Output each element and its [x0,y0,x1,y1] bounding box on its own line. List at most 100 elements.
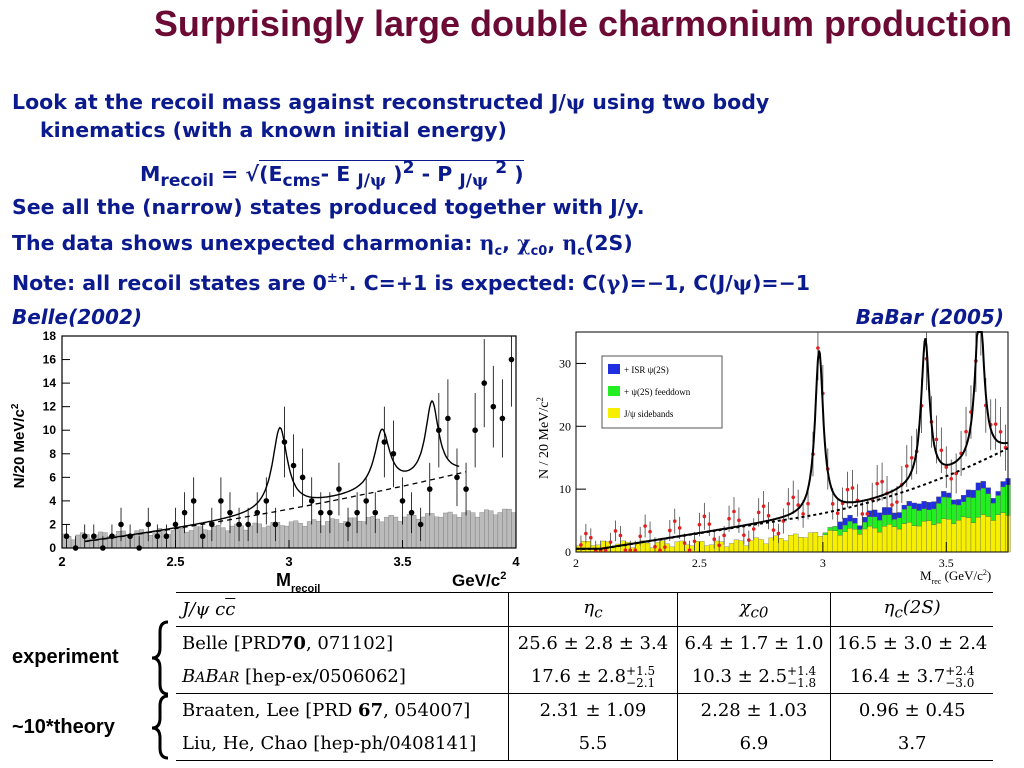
babar-isr-bar [896,512,903,519]
belle-bg-bar [470,512,476,549]
babar-sideband-bar [768,537,774,553]
belle-bg-bar [397,521,403,549]
belle-point [245,521,251,528]
babar-isr-bar [960,495,967,502]
babar-point [845,487,850,492]
belle-bg-bar [502,508,508,549]
belle-bg-bar [175,527,181,549]
babar-sideband-bar [951,523,957,553]
belle-y-tick-label: 2 [49,517,56,531]
belle-point [263,498,270,504]
babar-feeddown-bar [832,526,838,531]
babar-point [751,527,756,531]
babar-feeddown-bar [867,516,873,527]
belle-point [408,509,415,516]
babar-feeddown-bar [852,523,858,530]
belle-bg-bar [229,525,235,549]
table-row: Braaten, Lee [PRD 67, 054007] 2.31 ± 1.0… [176,693,994,727]
babar-point [742,533,746,537]
babar-sideband-bar [980,514,986,553]
babar-isr-bar [995,491,1001,496]
babar-feeddown-bar [901,509,907,524]
belle-bg-bar [379,521,385,549]
babar-sideband-bar [763,543,769,553]
babar-sideband-bar [965,517,972,553]
babar-isr-bar [931,501,937,510]
babar-sideband-bar [956,520,962,553]
babar-point [677,526,682,530]
belle-bg-bar [420,516,426,549]
belle-bg-bar [511,512,517,549]
belle-point [499,415,506,422]
babar-sideband-bar [975,517,981,553]
babar-sideband-bar [837,534,843,553]
babar-point [589,535,593,540]
babar-point [850,486,855,490]
belle-point [90,533,97,540]
babar-x-tick-label: 2 [573,556,579,570]
bullet-recoil-states-note: Note: all recoil states are 0±+. C=+1 is… [12,270,811,295]
babar-sideband-bar [728,543,735,553]
babar-point [766,513,771,518]
babar-sideband-bar [753,537,759,553]
babar-point [648,529,652,534]
babar-feeddown-bar [941,496,947,519]
belle-point [345,521,351,528]
legend-swatch-isr [608,364,620,374]
belle-bg-bar [216,524,222,549]
babar-feeddown-bar [877,520,883,533]
babar-sideband-bar [738,540,745,553]
babar-feeddown-bar [837,529,843,536]
babar-isr-bar [926,502,932,510]
babar-point [603,548,608,552]
babar-plot: 0 10 20 30 2 2.5 3 3.5 + ISR ψ(2S) + ψ(2S) feed… [535,331,1011,586]
babar-point [880,479,884,484]
brace-group [151,620,169,760]
belle-point [363,498,369,504]
cell: 6.9 [677,727,831,761]
babar-point [687,548,692,552]
babar-sideband-bar [778,538,784,553]
babar-point [771,528,776,532]
babar-feeddown-bar [881,514,888,527]
belle-bg-bar [152,530,158,549]
cell: 25.6 ± 2.8 ± 3.4 [508,626,678,660]
babar-isr-bar [985,487,991,494]
babar-point [830,502,835,506]
legend-swatch-feeddown [608,386,620,396]
babar-point [904,464,909,468]
cell: 16.4 ± 3.7+2.4 −3.0 [830,660,994,694]
babar-point [623,548,628,552]
table-row: Belle [PRD70, 071102] 25.6 ± 2.8 ± 3.4 6… [176,626,994,660]
babar-point [658,548,662,552]
babar-sideband-bar [901,523,907,553]
babar-sideband-bar [743,545,749,553]
belle-bg-bar [365,517,371,549]
belle-bg-bar [329,518,335,549]
belle-bg-bar [170,530,176,549]
legend-isr: + ISR ψ(2S) [624,365,669,375]
belle-point [118,521,124,528]
bullet-unexpected-charmonia: The data shows unexpected charmonia: ηc,… [12,231,633,260]
babar-sideband-bar [812,532,819,553]
belle-background-curve [84,471,467,543]
babar-sideband-bar [827,530,833,553]
cell: 10.3 ± 2.5+1.4 −1.8 [677,660,831,694]
belle-y-tick-label: 6 [49,470,56,484]
babar-sideband-bar [793,533,799,553]
belle-point [317,509,324,516]
table-header-row: J/ψ cc ηc χc0 ηc(2S) [176,592,994,627]
belle-point [472,427,478,434]
babar-isr-bar [941,491,947,498]
belle-bg-bar [120,530,126,549]
babar-sideband-bar [872,527,878,553]
babar-point [618,533,623,538]
belle-data-points [63,336,515,551]
belle-point [254,509,261,516]
cell: 3.7 [830,727,994,761]
cell: 5.5 [508,727,678,761]
belle-point [426,486,433,492]
babar-y-tick-label: 0 [565,545,571,559]
belle-bg-bar [447,511,453,549]
babar-feeddown-bar [980,487,986,515]
